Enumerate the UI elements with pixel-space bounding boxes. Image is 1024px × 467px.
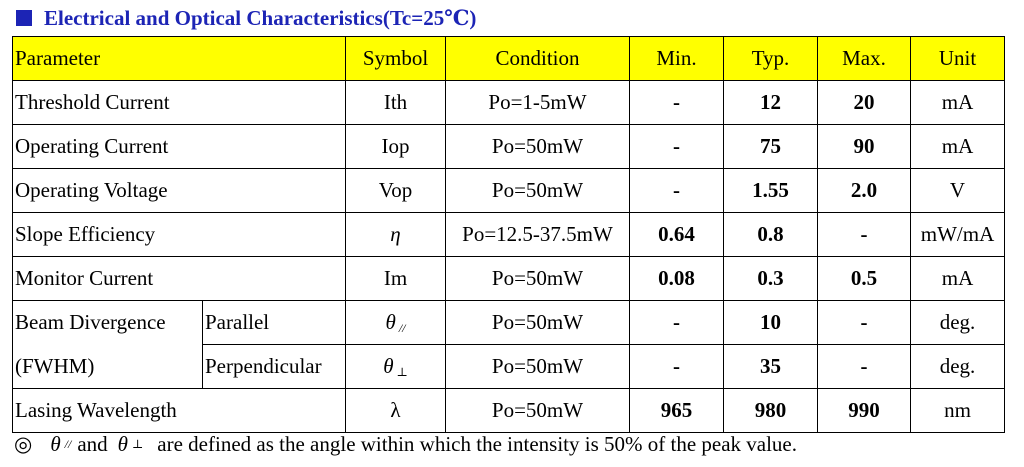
parameter-cell: Operating Voltage	[12, 168, 346, 213]
theta-symbol: θ	[50, 432, 61, 456]
condition-cell: Po=1-5mW	[445, 80, 630, 125]
parameter-cell: Operating Current	[12, 124, 346, 169]
parameter-cell: Lasing Wavelength	[12, 388, 346, 433]
min-cell: -	[629, 168, 724, 213]
table-row: Monitor Current Im Po=50mW 0.08 0.3 0.5 …	[12, 256, 1005, 301]
unit-cell: deg.	[910, 344, 1005, 389]
unit-cell: V	[910, 168, 1005, 213]
typ-cell: 75	[723, 124, 818, 169]
perpendicular-subscript: ⊥	[131, 437, 144, 451]
min-cell: -	[629, 300, 724, 345]
max-cell: 20	[817, 80, 911, 125]
unit-cell: deg.	[910, 300, 1005, 345]
unit-cell: mA	[910, 80, 1005, 125]
symbol-cell: θ ⊥	[345, 344, 446, 389]
parallel-subscript: //	[398, 320, 406, 335]
sub-parameter-cell: Parallel	[202, 300, 346, 345]
parameter-cell: Monitor Current	[12, 256, 346, 301]
section-title-text: Electrical and Optical Characteristics(T…	[44, 6, 477, 30]
typ-cell: 10	[723, 300, 818, 345]
title-square-icon	[16, 10, 32, 26]
header-typ: Typ.	[723, 36, 818, 81]
table-row: Beam Divergence Parallel θ// Po=50mW - 1…	[12, 300, 1005, 345]
unit-cell: mA	[910, 124, 1005, 169]
parameter-cell: Threshold Current	[12, 80, 346, 125]
parameter-cell: Beam Divergence	[12, 300, 203, 345]
parallel-subscript: //	[64, 437, 72, 451]
header-parameter: Parameter	[12, 36, 346, 81]
header-min: Min.	[629, 36, 724, 81]
symbol-cell: η	[345, 212, 446, 257]
max-cell: -	[817, 212, 911, 257]
parameter-cell: Slope Efficiency	[12, 212, 346, 257]
min-cell: 965	[629, 388, 724, 433]
table-row: (FWHM) Perpendicular θ ⊥ Po=50mW - 35 - d…	[12, 344, 1005, 389]
typ-cell: 12	[723, 80, 818, 125]
header-condition: Condition	[445, 36, 630, 81]
max-cell: -	[817, 300, 911, 345]
parameter-cell: (FWHM)	[12, 344, 203, 389]
condition-cell: Po=50mW	[445, 168, 630, 213]
typ-cell: 0.3	[723, 256, 818, 301]
header-row: Parameter Symbol Condition Min. Typ. Max…	[12, 36, 1005, 81]
symbol-cell: Iop	[345, 124, 446, 169]
max-cell: 2.0	[817, 168, 911, 213]
condition-cell: Po=12.5-37.5mW	[445, 212, 630, 257]
footnote-text: are defined as the angle within which th…	[157, 432, 798, 456]
min-cell: 0.64	[629, 212, 724, 257]
table-row: Operating Voltage Vop Po=50mW - 1.55 2.0…	[12, 168, 1005, 213]
symbol-cell: Ith	[345, 80, 446, 125]
section-title: Electrical and Optical Characteristics(T…	[16, 4, 476, 32]
symbol-cell: Vop	[345, 168, 446, 213]
table-row: Lasing Wavelength λ Po=50mW 965 980 990 …	[12, 388, 1005, 433]
header-symbol: Symbol	[345, 36, 446, 81]
max-cell: 990	[817, 388, 911, 433]
max-cell: 90	[817, 124, 911, 169]
theta-symbol: θ	[383, 353, 394, 378]
footnote: ◎ θ// and θ ⊥ are defined as the angle wi…	[14, 432, 797, 457]
max-cell: 0.5	[817, 256, 911, 301]
max-cell: -	[817, 344, 911, 389]
min-cell: -	[629, 124, 724, 169]
condition-cell: Po=50mW	[445, 344, 630, 389]
condition-cell: Po=50mW	[445, 388, 630, 433]
min-cell: -	[629, 344, 724, 389]
symbol-cell: Im	[345, 256, 446, 301]
typ-cell: 0.8	[723, 212, 818, 257]
symbol-cell: λ	[345, 388, 446, 433]
condition-cell: Po=50mW	[445, 300, 630, 345]
table-row: Slope Efficiency η Po=12.5-37.5mW 0.64 0…	[12, 212, 1005, 257]
header-max: Max.	[817, 36, 911, 81]
typ-cell: 35	[723, 344, 818, 389]
characteristics-table: Parameter Symbol Condition Min. Typ. Max…	[12, 36, 1005, 433]
sub-parameter-cell: Perpendicular	[202, 344, 346, 389]
min-cell: 0.08	[629, 256, 724, 301]
table-row: Operating Current Iop Po=50mW - 75 90 mA	[12, 124, 1005, 169]
theta-symbol: θ	[385, 309, 396, 334]
typ-cell: 1.55	[723, 168, 818, 213]
condition-cell: Po=50mW	[445, 124, 630, 169]
unit-cell: mA	[910, 256, 1005, 301]
unit-cell: nm	[910, 388, 1005, 433]
symbol-cell: θ//	[345, 300, 446, 345]
header-unit: Unit	[910, 36, 1005, 81]
theta-symbol: θ	[117, 432, 128, 456]
double-circle-icon: ◎	[14, 432, 33, 456]
condition-cell: Po=50mW	[445, 256, 630, 301]
footnote-and: and	[77, 432, 108, 456]
table-row: Threshold Current Ith Po=1-5mW - 12 20 m…	[12, 80, 1005, 125]
typ-cell: 980	[723, 388, 818, 433]
perpendicular-subscript: ⊥	[396, 364, 408, 379]
min-cell: -	[629, 80, 724, 125]
unit-cell: mW/mA	[910, 212, 1005, 257]
